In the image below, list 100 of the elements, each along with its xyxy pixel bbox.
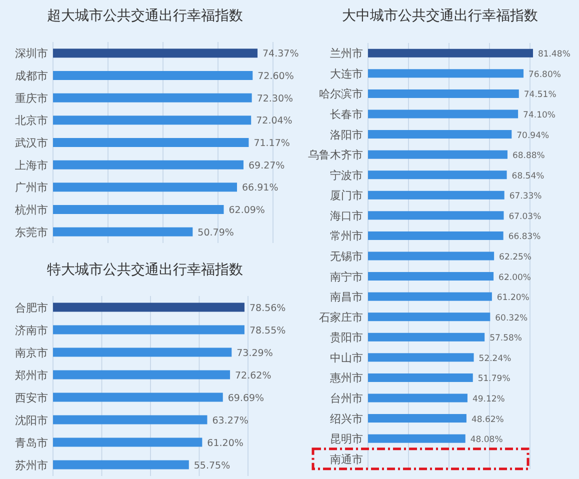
data-label: 63.27% xyxy=(212,415,248,426)
bar xyxy=(53,348,232,357)
bar xyxy=(53,415,208,424)
data-label: 68.88% xyxy=(512,151,545,162)
data-label: 67.03% xyxy=(508,212,542,222)
bar xyxy=(53,302,244,312)
y-tick-label: 青岛市 xyxy=(15,436,48,450)
data-label: 70.94% xyxy=(516,130,550,141)
y-tick-label: 昆明市 xyxy=(330,432,363,446)
data-label: 74.51% xyxy=(524,90,556,100)
bar xyxy=(368,89,519,98)
data-label: 76.80% xyxy=(528,70,561,80)
bar xyxy=(53,160,244,170)
y-tick-label: 郑州市 xyxy=(15,368,48,382)
y-tick-label: 成都市 xyxy=(15,70,48,82)
y-tick-label: 南宁市 xyxy=(330,270,363,284)
data-label: 61.20% xyxy=(496,293,530,304)
bar xyxy=(53,392,223,402)
data-label: 62.25% xyxy=(499,252,532,262)
bar xyxy=(53,93,252,102)
y-tick-label: 合肥市 xyxy=(15,301,48,314)
data-label: 50.79% xyxy=(198,227,234,238)
bar xyxy=(53,116,252,125)
y-tick-label: 中山市 xyxy=(330,351,363,364)
data-label: 78.56% xyxy=(249,302,286,314)
data-label: 60.32% xyxy=(495,313,528,324)
data-label: 72.62% xyxy=(235,370,272,382)
data-label: 74.10% xyxy=(523,110,556,120)
bar xyxy=(368,434,466,443)
data-label: 66.83% xyxy=(508,232,541,242)
y-tick-label: 哈尔滨市 xyxy=(319,88,363,101)
y-tick-label: 沈阳市 xyxy=(15,414,48,427)
data-label: 48.08% xyxy=(470,435,503,446)
data-label: 52.24% xyxy=(478,354,512,364)
bar xyxy=(368,211,504,220)
bar xyxy=(53,205,224,214)
bar xyxy=(53,325,244,334)
y-tick-label: 大连市 xyxy=(330,67,363,80)
y-tick-label: 杭州市 xyxy=(14,204,48,216)
bar xyxy=(368,373,473,382)
bar xyxy=(368,231,504,240)
y-tick-label: 南京市 xyxy=(15,346,48,360)
bar xyxy=(368,272,494,281)
y-tick-label: 无锡市 xyxy=(330,250,363,263)
data-label: 69.27% xyxy=(248,160,285,172)
y-tick-label: 南昌市 xyxy=(330,290,363,304)
data-label: 62.00% xyxy=(498,272,531,283)
bar xyxy=(53,71,253,80)
data-label: 72.30% xyxy=(256,93,294,104)
y-tick-label: 惠州市 xyxy=(329,372,363,385)
y-tick-label: 西安市 xyxy=(15,391,48,404)
bar xyxy=(368,150,508,159)
bar xyxy=(368,190,504,200)
bar xyxy=(368,110,518,118)
chart-title: 特大城市公共交通出行幸福指数 xyxy=(47,262,243,278)
bar xyxy=(368,170,507,180)
data-label: 72.04% xyxy=(256,116,292,127)
y-tick-label: 长春市 xyxy=(330,108,363,121)
bar xyxy=(53,138,249,147)
y-tick-label: 台州市 xyxy=(330,392,363,405)
y-tick-label: 重庆市 xyxy=(15,92,48,105)
data-label: 81.48% xyxy=(538,50,570,60)
data-label: 68.54% xyxy=(512,171,544,182)
data-label: 69.69% xyxy=(228,392,264,404)
bar xyxy=(53,182,238,192)
data-label: 73.29% xyxy=(236,348,273,359)
bar xyxy=(368,414,466,423)
bar xyxy=(368,353,474,362)
bar xyxy=(53,227,193,236)
bar xyxy=(368,394,468,402)
y-tick-label: 广州市 xyxy=(15,181,48,194)
data-label: 67.33% xyxy=(509,192,542,202)
y-tick-label: 贵阳市 xyxy=(330,331,363,344)
y-tick-label: 北京市 xyxy=(15,114,48,128)
bar xyxy=(368,252,494,260)
bar xyxy=(368,292,492,301)
data-label: 66.91% xyxy=(242,182,278,194)
y-tick-label: 武汉市 xyxy=(15,136,48,150)
bar xyxy=(368,312,490,322)
data-label: 61.20% xyxy=(207,438,244,449)
bar xyxy=(53,438,202,447)
bar xyxy=(53,48,258,58)
y-tick-label: 深圳市 xyxy=(15,47,48,60)
y-tick-label: 洛阳市 xyxy=(330,128,363,142)
data-label: 51.79% xyxy=(478,374,510,384)
data-label: 49.12% xyxy=(472,394,505,404)
y-tick-label: 石家庄市 xyxy=(319,310,363,324)
data-label: 78.55% xyxy=(249,325,286,336)
y-tick-label: 海口市 xyxy=(330,209,363,222)
data-label: 62.09% xyxy=(228,205,265,216)
y-tick-label: 厦门市 xyxy=(330,189,363,202)
bar xyxy=(368,130,512,139)
data-label: 48.62% xyxy=(471,414,504,425)
data-label: 72.60% xyxy=(258,71,294,82)
y-tick-label: 宁波市 xyxy=(330,168,363,182)
y-tick-label: 兰州市 xyxy=(330,47,363,60)
bar xyxy=(368,48,533,58)
bar xyxy=(53,370,230,380)
data-label: 57.58% xyxy=(490,334,522,344)
y-tick-label: 常州市 xyxy=(330,230,363,243)
